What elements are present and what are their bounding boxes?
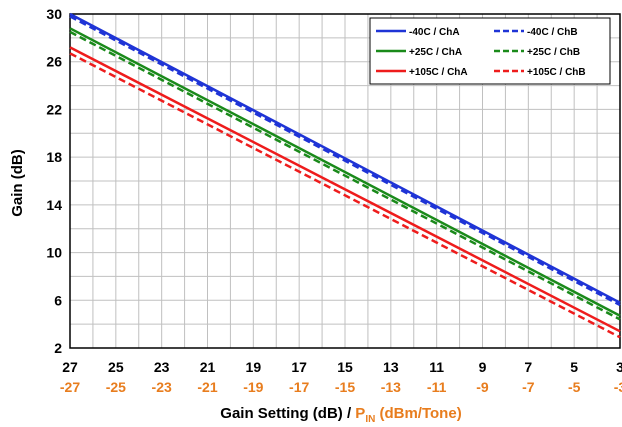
y-tick-label: 14 <box>46 197 62 213</box>
x-tick-label-secondary: -15 <box>335 379 355 395</box>
x-tick-label: 19 <box>246 359 262 375</box>
x-tick-label: 17 <box>291 359 307 375</box>
plot-frame <box>69 13 621 349</box>
y-tick-label: 30 <box>46 6 62 22</box>
legend-box <box>369 17 611 85</box>
x-axis-label-suffix: (dBm/Tone) <box>375 405 461 422</box>
x-tick-label-secondary: -17 <box>289 379 309 395</box>
x-tick-label: 21 <box>200 359 216 375</box>
x-axis-label-main: Gain Setting (dB) / <box>220 405 355 422</box>
x-tick-label: 9 <box>479 359 487 375</box>
y-tick-label: 22 <box>46 101 62 117</box>
y-tick-label: 10 <box>46 245 62 261</box>
series-line <box>69 30 621 321</box>
series-line <box>69 52 621 339</box>
x-tick-label: 25 <box>108 359 124 375</box>
x-tick-label-secondary: -11 <box>427 379 447 395</box>
y-tick-label: 2 <box>54 340 62 356</box>
legend-label: +25C / ChA <box>409 47 462 58</box>
legend-label: +25C / ChB <box>527 47 580 58</box>
series-layer <box>69 12 621 339</box>
y-tick-label: 18 <box>46 149 62 165</box>
legend-label: -40C / ChA <box>409 27 460 38</box>
x-tick-label-secondary: -19 <box>243 379 263 395</box>
x-tick-label-secondary: -25 <box>106 379 126 395</box>
x-tick-label-secondary: -3 <box>614 379 622 395</box>
x-tick-label: 3 <box>616 359 622 375</box>
x-tick-label-secondary: -5 <box>568 379 581 395</box>
legend-label: +105C / ChB <box>527 67 586 78</box>
x-tick-label-secondary: -9 <box>476 379 489 395</box>
x-tick-label: 27 <box>62 359 78 375</box>
series-line <box>69 27 621 317</box>
series-line <box>69 15 621 307</box>
x-tick-label-secondary: -13 <box>381 379 401 395</box>
x-tick-label: 5 <box>570 359 578 375</box>
x-tick-label: 13 <box>383 359 399 375</box>
x-tick-label-secondary: -21 <box>197 379 217 395</box>
x-tick-label-secondary: -7 <box>522 379 535 395</box>
y-axis-label: Gain (dB) <box>9 149 26 217</box>
y-tick-label: 6 <box>54 292 62 308</box>
legend: -40C / ChA -40C / ChB +25C / ChA +25C / ChB… <box>369 17 611 85</box>
x-axis-label: Gain Setting (dB) / PIN (dBm/Tone) <box>220 405 461 425</box>
x-tick-label: 11 <box>429 359 444 375</box>
x-tick-label: 15 <box>337 359 353 375</box>
x-axis-label-symbol: P <box>355 405 365 422</box>
series-line <box>69 46 621 333</box>
x-tick-label-secondary: -27 <box>60 379 80 395</box>
x-tick-label: 7 <box>524 359 532 375</box>
x-tick-label-secondary: -23 <box>152 379 172 395</box>
x-axis-label-subscript: IN <box>365 414 375 425</box>
x-tick-label: 23 <box>154 359 170 375</box>
legend-label: +105C / ChA <box>409 67 468 78</box>
legend-label: -40C / ChB <box>527 27 578 38</box>
series-line <box>69 12 621 304</box>
y-tick-label: 26 <box>46 54 62 70</box>
